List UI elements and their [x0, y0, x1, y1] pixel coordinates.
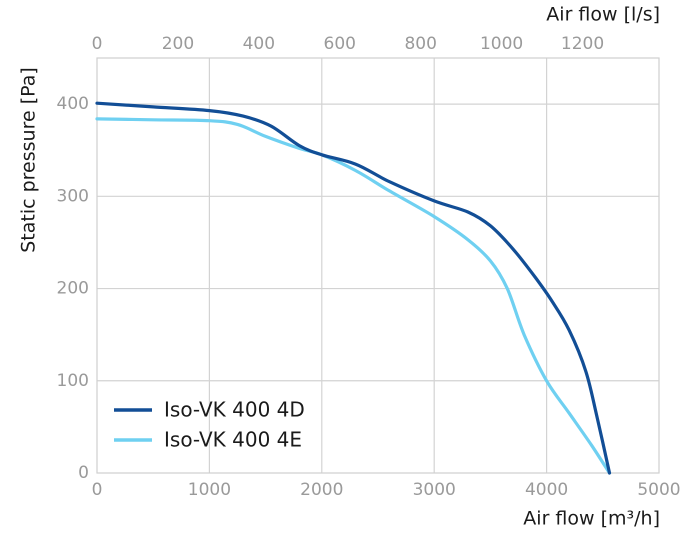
x2-axis-title: Air flow [l/s] — [546, 4, 660, 26]
y-tick-label: 200 — [57, 279, 89, 299]
x2-tick-label: 1000 — [480, 34, 523, 54]
legend: Iso-VK 400 4D Iso-VK 400 4E — [114, 398, 305, 452]
series-layer — [95, 101, 612, 475]
x-tick-label: 0 — [92, 480, 103, 500]
legend-label-iso-vk-400-4e: Iso-VK 400 4E — [164, 428, 302, 452]
x2-tick-label: 200 — [162, 34, 194, 54]
y-tick-label: 400 — [57, 94, 89, 114]
x2-tick-label: 600 — [324, 34, 356, 54]
series-line-iso-vk-400-4d — [95, 101, 612, 475]
x2-tick-label: 0 — [92, 34, 103, 54]
x2-tick-label: 1200 — [561, 34, 604, 54]
grid — [97, 58, 659, 473]
plot-frame — [96, 57, 660, 474]
x-tick-label: 2000 — [300, 480, 343, 500]
series-line-iso-vk-400-4e — [95, 117, 612, 475]
x-tick-label: 4000 — [525, 480, 568, 500]
x-tick-label: 3000 — [413, 480, 456, 500]
x-axis-title: Air flow [m³/h] — [523, 508, 660, 530]
x2-tick-label: 400 — [243, 34, 275, 54]
x2-tick-label: 800 — [404, 34, 436, 54]
y-tick-label: 0 — [78, 463, 89, 483]
x-tick-label: 1000 — [188, 480, 231, 500]
x-tick-label: 5000 — [637, 480, 680, 500]
y-axis-title: Static pressure [Pa] — [18, 67, 40, 253]
legend-label-iso-vk-400-4d: Iso-VK 400 4D — [164, 398, 305, 422]
y-tick-label: 300 — [57, 186, 89, 206]
y-tick-label: 100 — [57, 371, 89, 391]
